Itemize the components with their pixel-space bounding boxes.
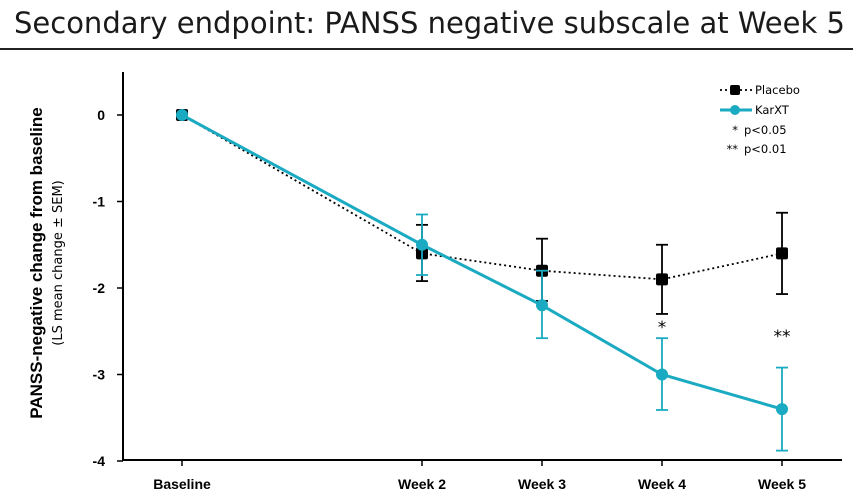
series-line: [181, 113, 783, 411]
data-point-marker: [776, 247, 788, 260]
x-tick-label: Baseline: [153, 476, 211, 492]
data-point-marker: [656, 273, 668, 286]
x-tick-label: Week 5: [758, 476, 806, 492]
series-line: [181, 114, 783, 281]
legend-note-symbol: **: [727, 142, 739, 156]
legend-note-symbol: *: [732, 123, 738, 137]
series-karxt: [176, 109, 788, 452]
significance-marker: **: [774, 327, 791, 347]
y-axis-label: PANSS-negative change from baseline: [27, 107, 46, 418]
legend-note-text: p<0.01: [744, 142, 787, 156]
legend-marker: [730, 105, 740, 115]
y-tick-label: -2: [93, 280, 106, 296]
x-tick-label: Week 4: [638, 476, 686, 492]
data-point-marker: [656, 368, 668, 381]
x-tick-label: Week 3: [518, 476, 566, 492]
title-divider: [0, 48, 853, 50]
legend-note-text: p<0.05: [744, 123, 787, 137]
legend-label: KarXT: [755, 103, 790, 117]
slide-title: Secondary endpoint: PANSS negative subsc…: [14, 6, 845, 40]
data-point-marker: [176, 109, 188, 121]
legend-label: Placebo: [755, 83, 800, 97]
y-tick-label: -4: [93, 453, 106, 469]
data-point-marker: [776, 403, 788, 416]
legend-marker: [730, 85, 740, 95]
y-tick-label: -1: [93, 194, 106, 210]
x-tick-label: Week 2: [398, 476, 446, 492]
y-axis-sublabel: (LS mean change ± SEM): [51, 180, 66, 345]
y-tick-label: -3: [93, 367, 106, 383]
significance-marker: *: [658, 318, 667, 338]
data-point-marker: [536, 299, 548, 312]
data-point-marker: [416, 238, 428, 251]
y-tick-label: 0: [97, 107, 105, 123]
series-placebo: [176, 109, 788, 315]
